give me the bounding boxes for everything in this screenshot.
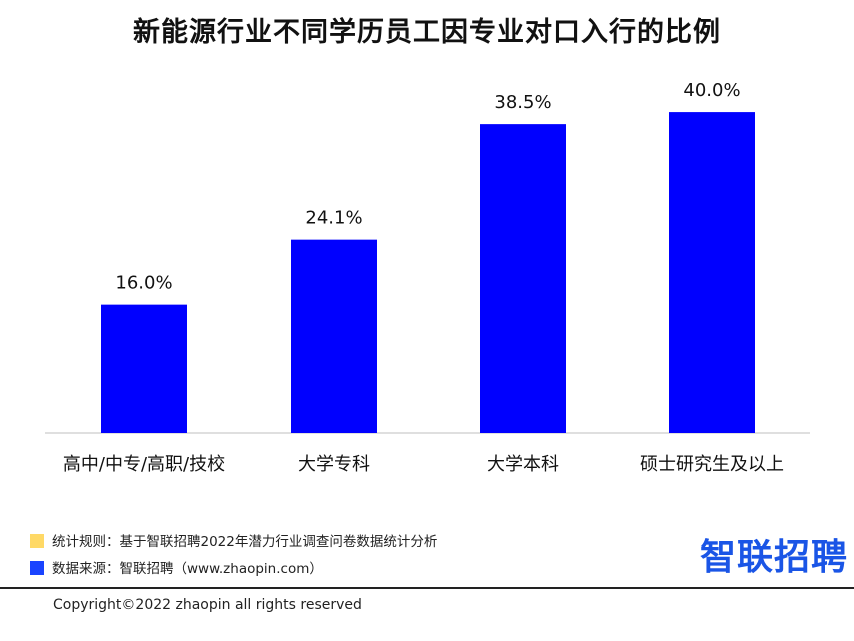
value-label-1: 16.0% <box>115 273 172 294</box>
category-label-1: 高中/中专/高职/技校 <box>63 454 225 475</box>
bar-chart: 16.0% 高中/中专/高职/技校 24.1% 大学专科 38.5% 大学本科 40.0% 硕… <box>45 80 810 475</box>
yellow-square-icon <box>30 534 44 548</box>
value-label-4: 40.0% <box>683 80 740 101</box>
data-source-text: 数据来源：智联招聘（www.zhaopin.com） <box>52 561 323 577</box>
footer-divider <box>0 587 854 589</box>
stat-rule-note: 统计规则：基于智联招聘2022年潜力行业调查问卷数据统计分析 <box>30 530 437 550</box>
category-label-4: 硕士研究生及以上 <box>640 454 784 475</box>
chart-title: 新能源行业不同学历员工因专业对口入行的比例 <box>133 17 721 48</box>
bar-2 <box>291 239 377 433</box>
zhaopin-logo: 智联招聘 <box>700 537 849 578</box>
category-label-2: 大学专科 <box>298 454 370 475</box>
stat-rule-text: 统计规则：基于智联招聘2022年潜力行业调查问卷数据统计分析 <box>52 534 438 550</box>
copyright-text: Copyright©2022 zhaopin all rights reserv… <box>53 597 362 613</box>
category-label-3: 大学本科 <box>487 454 559 475</box>
bar-4 <box>669 112 755 433</box>
blue-square-icon <box>30 561 44 575</box>
data-source-note: 数据来源：智联招聘（www.zhaopin.com） <box>30 557 323 577</box>
value-label-2: 24.1% <box>305 208 362 229</box>
bar-3 <box>480 124 566 433</box>
bar-1 <box>101 304 187 433</box>
value-label-3: 38.5% <box>494 92 551 113</box>
